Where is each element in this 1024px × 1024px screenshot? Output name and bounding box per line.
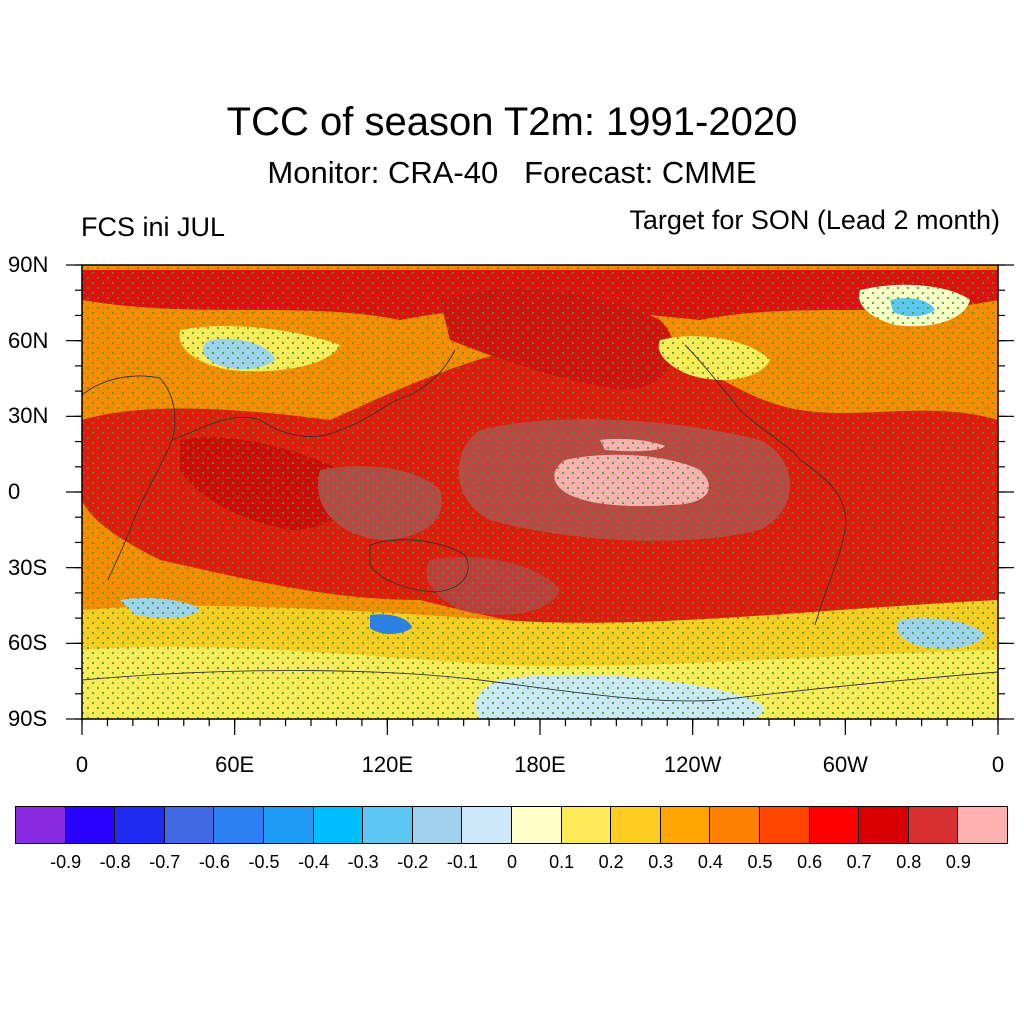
colorbar-box [957,806,1008,844]
colorbar-box [15,806,66,844]
colorbar-box [213,806,264,844]
colorbar-label: -0.5 [248,852,280,872]
colorbar-box [808,806,860,844]
significance-stipple [82,265,998,719]
colorbar-label: 0.3 [648,852,674,872]
init-label: FCS ini JUL [81,212,226,242]
colorbar-label: -0.1 [446,852,478,872]
colorbar-box [312,806,364,844]
colorbar [15,806,1008,844]
lat-tick-label: 60N [8,327,49,353]
lat-tick-label: 90S [8,706,48,731]
colorbar-label: 0.4 [697,852,723,872]
colorbar-box [64,806,116,844]
lat-tick-label: 0 [8,479,21,504]
lat-tick-label: 90N [8,252,49,277]
colorbar-label: -0.7 [149,852,181,872]
colorbar-label: -0.2 [397,852,429,872]
axis-ticks [66,264,1014,735]
coast-north-america [684,344,801,461]
colorbar-box [659,806,711,844]
colorbar-label: 0.5 [747,852,773,872]
lon-tick-label: 120E [361,752,414,777]
colorbar-label: 0.2 [598,852,624,872]
colorbar-box [461,806,512,844]
coast-antarctica [82,670,998,702]
lon-tick-label: 120W [663,752,722,777]
lat-tick-label: 60S [8,630,48,656]
map-title: TCC of season T2m: 1991-2020 [226,100,798,144]
colorbar-label: 0 [506,852,517,872]
colorbar-box [510,806,562,844]
lon-tick-label: 180E [514,752,566,777]
lon-tick-label: 60W [822,752,868,777]
lon-tick-label: 0 [991,752,1005,777]
colorbar-box [610,806,661,844]
coastlines [82,344,998,702]
coast-south-america [799,459,847,626]
colorbar-label: 0.6 [797,852,823,872]
colorbar-box [907,806,959,844]
colorbar-label: 0.7 [846,852,872,872]
lon-tick-label: 60E [215,752,255,777]
lon-tick-label: 0 [75,752,89,777]
coast-asia [171,349,456,441]
colorbar-box [411,806,463,844]
colorbar-label: -0.8 [99,852,131,872]
colorbar-label: -0.9 [50,852,82,872]
colorbar-box [560,806,612,844]
target-label: Target for SON (Lead 2 month) [629,205,1000,235]
colorbar-label: -0.6 [198,852,230,872]
colorbar-box [709,806,760,844]
colorbar-box [858,806,909,844]
colorbar-box [758,806,810,844]
colorbar-label: -0.3 [347,852,379,872]
colorbar-box [114,806,165,844]
colorbar-label: -0.4 [298,852,330,872]
colorbar-box [362,806,413,844]
lat-tick-label: 30S [8,554,48,580]
colorbar-label: 0.1 [549,852,575,872]
coast-australia [369,539,469,593]
colorbar-box [163,806,215,844]
colorbar-box [262,806,314,844]
colorbar-label: 0.8 [896,852,922,872]
map-subtitle: Monitor: CRA-40 Forecast: CMME [267,155,757,190]
colorbar-label: 0.9 [945,852,971,872]
lat-tick-label: 30N [8,403,49,429]
